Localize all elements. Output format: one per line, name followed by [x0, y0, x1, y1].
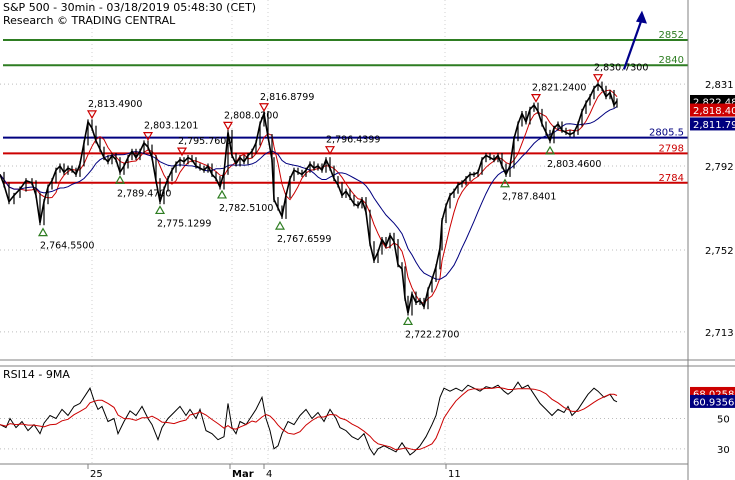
level-label: 2852 — [659, 30, 684, 41]
y-tick-label: 2,792 — [705, 162, 734, 173]
swing-low-marker — [544, 145, 556, 155]
level-label: 2784 — [659, 173, 684, 184]
swing-high-marker — [142, 132, 154, 141]
y-tick-label: 2,713 — [705, 328, 734, 339]
swing-high-marker — [86, 110, 98, 120]
swing-high-label: 2,803.1201 — [144, 121, 198, 132]
price-badge-label: 2,818.40 — [693, 106, 735, 117]
swing-high-label: 2,795.7600 — [178, 136, 232, 147]
swing-low-marker — [154, 205, 166, 215]
rsi-panel: 68.025860.9356 — [0, 381, 735, 456]
rsi-ma-line — [0, 386, 618, 451]
support-resistance-levels: 2852 2840 2805.5 2798 2784 — [3, 30, 688, 184]
swing-high-marker — [222, 121, 234, 131]
swing-low-marker — [402, 316, 414, 326]
y-tick-label: 2,752 — [705, 246, 734, 257]
swing-high-label: 2,830.7300 — [594, 63, 648, 74]
price-grid — [0, 0, 688, 360]
swing-low-marker — [216, 189, 228, 199]
forecast-arrow-head — [636, 10, 647, 24]
price-badge — [690, 103, 735, 117]
swing-high-label: 2,808.0200 — [224, 110, 278, 121]
forecast-arrow-shaft — [622, 18, 644, 70]
rsi-badge-label: 60.9356 — [693, 397, 734, 408]
swing-low-label: 2,775.1299 — [157, 218, 211, 229]
swing-high-marker — [324, 146, 336, 155]
swing-high-label: 2,821.2400 — [532, 83, 586, 94]
price-series — [0, 81, 618, 316]
swing-low-marker — [499, 178, 511, 188]
swing-high-marker — [592, 74, 604, 83]
chart-title: S&P 500 - 30min - 03/18/2019 05:48:30 (C… — [3, 1, 257, 14]
x-tick-label: 25 — [90, 469, 103, 480]
x-tick-label: 11 — [448, 469, 461, 480]
slow-moving-average — [0, 106, 618, 280]
forecast-arrow — [622, 10, 647, 70]
rsi-grid — [0, 366, 688, 464]
swing-high-marker — [176, 147, 188, 157]
price-badge-label: 2,811.79 — [693, 120, 735, 131]
swing-low-label: 2,789.4700 — [117, 188, 171, 199]
x-tick-label: Mar — [232, 469, 254, 480]
swing-high-label: 2,816.8799 — [260, 92, 314, 103]
level-label: 2840 — [659, 55, 684, 66]
price-badge-label: 2,822.48 — [693, 97, 735, 108]
swing-low-label: 2,782.5100 — [219, 203, 273, 214]
swing-low-label: 2,722.2700 — [405, 329, 459, 340]
level-label: 2798 — [659, 143, 684, 154]
swing-high-label: 2,796.4399 — [326, 135, 380, 146]
research-credit: Research © TRADING CENTRAL — [3, 14, 176, 27]
swing-high-marker — [258, 103, 270, 112]
rsi-tick-label: 50 — [717, 415, 730, 426]
swing-low-marker — [37, 227, 49, 237]
rsi-badge — [690, 394, 735, 408]
rsi-tick-label: 30 — [717, 445, 730, 456]
swing-high-label: 2,813.4900 — [88, 99, 142, 110]
price-badge — [690, 117, 735, 131]
swing-low-label: 2,803.4600 — [547, 159, 601, 170]
rsi-line — [0, 381, 618, 456]
swing-low-label: 2,764.5500 — [40, 241, 94, 252]
swing-low-marker — [114, 175, 126, 184]
swing-low-marker — [274, 220, 286, 230]
y-tick-label: 2,831 — [705, 80, 734, 91]
swing-low-label: 2,767.6599 — [277, 234, 331, 245]
rsi-panel-title: RSI14 - 9MA — [3, 368, 70, 381]
swing-high-marker — [530, 93, 542, 103]
swing-low-label: 2,787.8401 — [502, 192, 556, 203]
level-label: 2805.5 — [649, 128, 684, 139]
price-badges: 2,822.482,818.40 2,811.79 — [690, 94, 735, 131]
x-tick-label: 4 — [266, 469, 272, 480]
